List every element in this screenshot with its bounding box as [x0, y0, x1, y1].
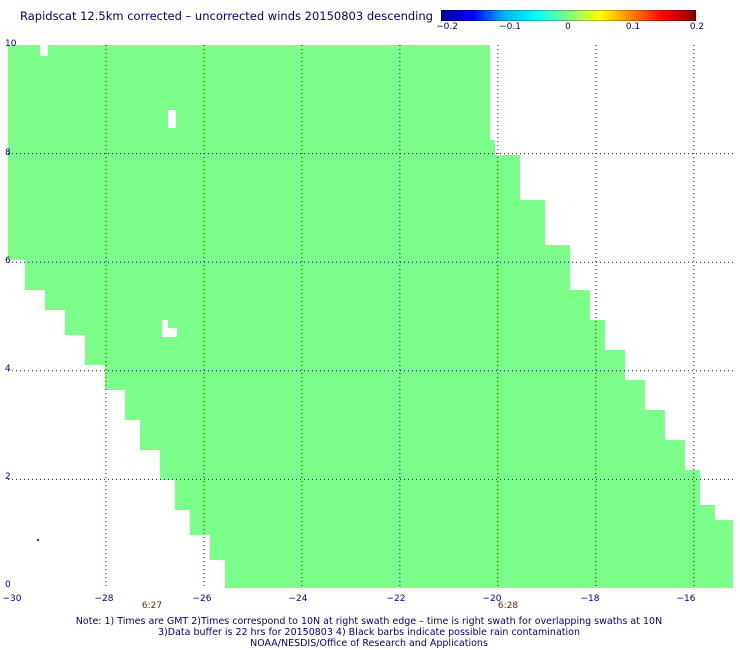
longitude-gridlines: [105, 45, 695, 588]
longitude-label: −18: [580, 594, 600, 604]
longitude-label: −20: [482, 594, 502, 604]
longitude-label: −30: [2, 594, 22, 604]
colorbar-label: −0.2: [436, 22, 458, 32]
wind-swath: [8, 45, 733, 588]
latitude-gridlines: [8, 153, 733, 480]
data-gap: [40, 45, 48, 56]
colorbar: [441, 10, 696, 21]
colorbar-label: 0: [565, 22, 571, 32]
swath-time-label: 6:27: [141, 601, 163, 611]
rain-barb-marker: [37, 539, 39, 541]
latitude-label: 2: [5, 472, 11, 482]
latitude-label: 0: [5, 580, 11, 590]
latitude-label: 10: [5, 39, 17, 49]
note-line-3: NOAA/NESDIS/Office of Research and Appli…: [250, 638, 488, 649]
colorbar-label: −0.1: [499, 22, 521, 32]
map-title: Rapidscat 12.5km corrected – uncorrected…: [20, 9, 433, 23]
longitude-label: −24: [288, 594, 308, 604]
latitude-label: 6: [5, 256, 11, 266]
colorbar-label: 0.2: [689, 22, 705, 32]
colorbar-label: 0.1: [625, 22, 641, 32]
data-gap: [168, 110, 176, 128]
data-gap: [162, 320, 177, 337]
longitude-label: −16: [676, 594, 696, 604]
longitude-label: −28: [94, 594, 114, 604]
latitude-label: 4: [5, 364, 11, 374]
map-plot: [8, 45, 733, 588]
swath-time-label: 6:28: [497, 601, 519, 611]
note-line-2: 3)Data buffer is 22 hrs for 20150803 4) …: [158, 627, 580, 638]
latitude-label: 8: [5, 148, 11, 158]
longitude-label: −22: [386, 594, 406, 604]
note-line-1: Note: 1) Times are GMT 2)Times correspon…: [75, 616, 663, 627]
longitude-label: −26: [192, 594, 212, 604]
